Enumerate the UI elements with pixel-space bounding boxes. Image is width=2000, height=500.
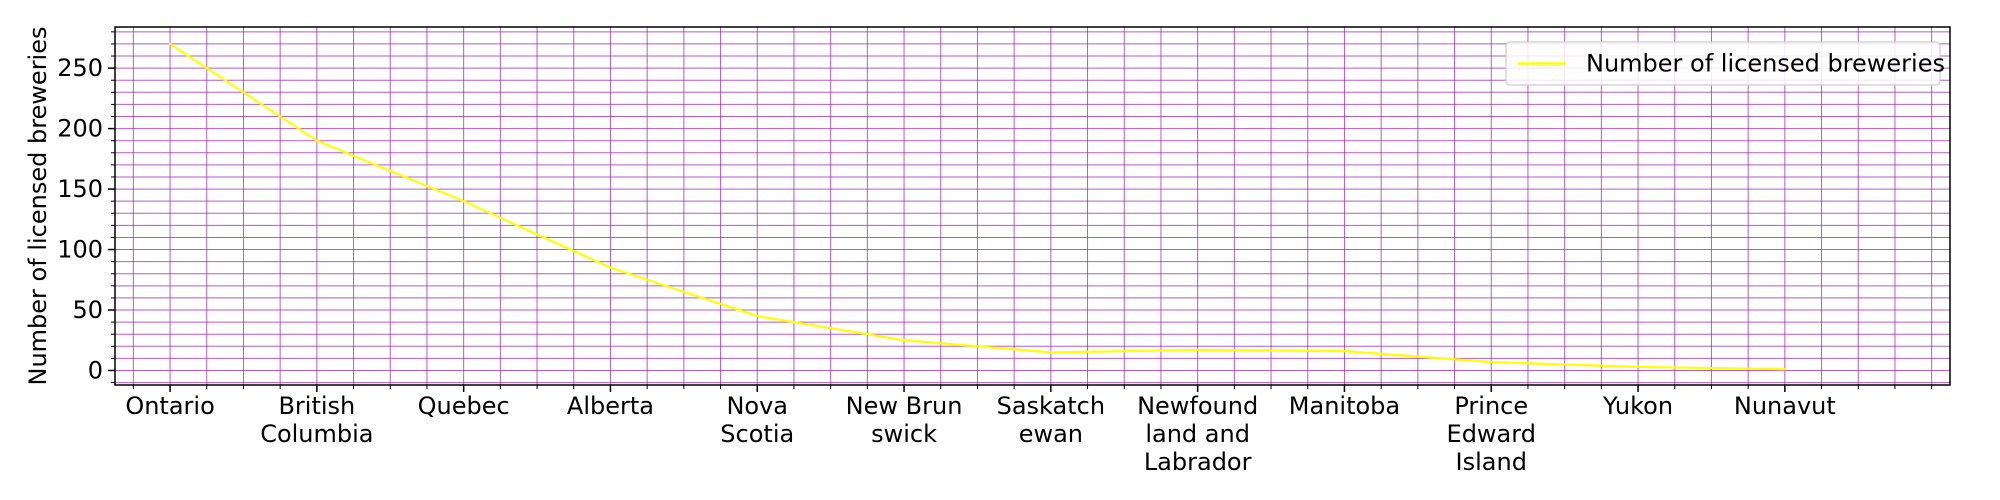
data-point bbox=[1783, 368, 1787, 371]
y-tick-label: 200 bbox=[57, 115, 103, 143]
x-tick-label: Nunavut bbox=[1734, 392, 1836, 420]
x-tick-label: Alberta bbox=[567, 392, 654, 420]
y-axis: 0 50 100 150 200 250 bbox=[57, 31, 115, 384]
data-point bbox=[1196, 348, 1199, 352]
data-point bbox=[1490, 360, 1493, 364]
plot-frame bbox=[114, 26, 1951, 386]
y-tick-label: 150 bbox=[57, 175, 103, 203]
x-tick-label: Newfound land and Labrador bbox=[1137, 392, 1258, 476]
data-point bbox=[902, 339, 906, 342]
y-tick-label: 250 bbox=[57, 54, 103, 82]
data-point bbox=[1049, 351, 1053, 354]
x-tick-label: Nova Scotia bbox=[720, 392, 794, 448]
data-point bbox=[315, 139, 319, 142]
x-tick-label: British Columbia bbox=[260, 392, 373, 448]
data-point bbox=[168, 42, 172, 46]
data-point bbox=[1636, 365, 1640, 369]
data-point bbox=[756, 314, 759, 318]
x-tick-label: Prince Edward Island bbox=[1447, 392, 1536, 476]
data-point bbox=[462, 199, 465, 203]
x-tick-label: Quebec bbox=[418, 392, 510, 420]
series-layer bbox=[168, 42, 1787, 371]
x-tick-label: Saskatch ewan bbox=[997, 392, 1105, 448]
series-line bbox=[169, 43, 1785, 371]
legend: Number of licensed breweries bbox=[1505, 41, 1945, 86]
data-point bbox=[609, 266, 612, 269]
x-tick-label: Ontario bbox=[125, 392, 214, 420]
legend-box bbox=[1505, 41, 1941, 86]
y-tick-label: 50 bbox=[72, 296, 103, 324]
x-tick-label: Manitoba bbox=[1289, 392, 1400, 420]
y-axis-title: Number of licensed breweries bbox=[24, 27, 52, 386]
legend-label: Number of licensed breweries bbox=[1586, 50, 1945, 78]
x-axis: Ontario British Columbia Quebec Alberta Nova S… bbox=[125, 385, 1933, 476]
y-tick-label: 0 bbox=[88, 356, 103, 384]
x-tick-label: New Brun swick bbox=[846, 392, 963, 448]
x-tick-label: Yukon bbox=[1602, 392, 1673, 420]
y-tick-label: 100 bbox=[57, 236, 103, 264]
data-point bbox=[1343, 349, 1346, 353]
